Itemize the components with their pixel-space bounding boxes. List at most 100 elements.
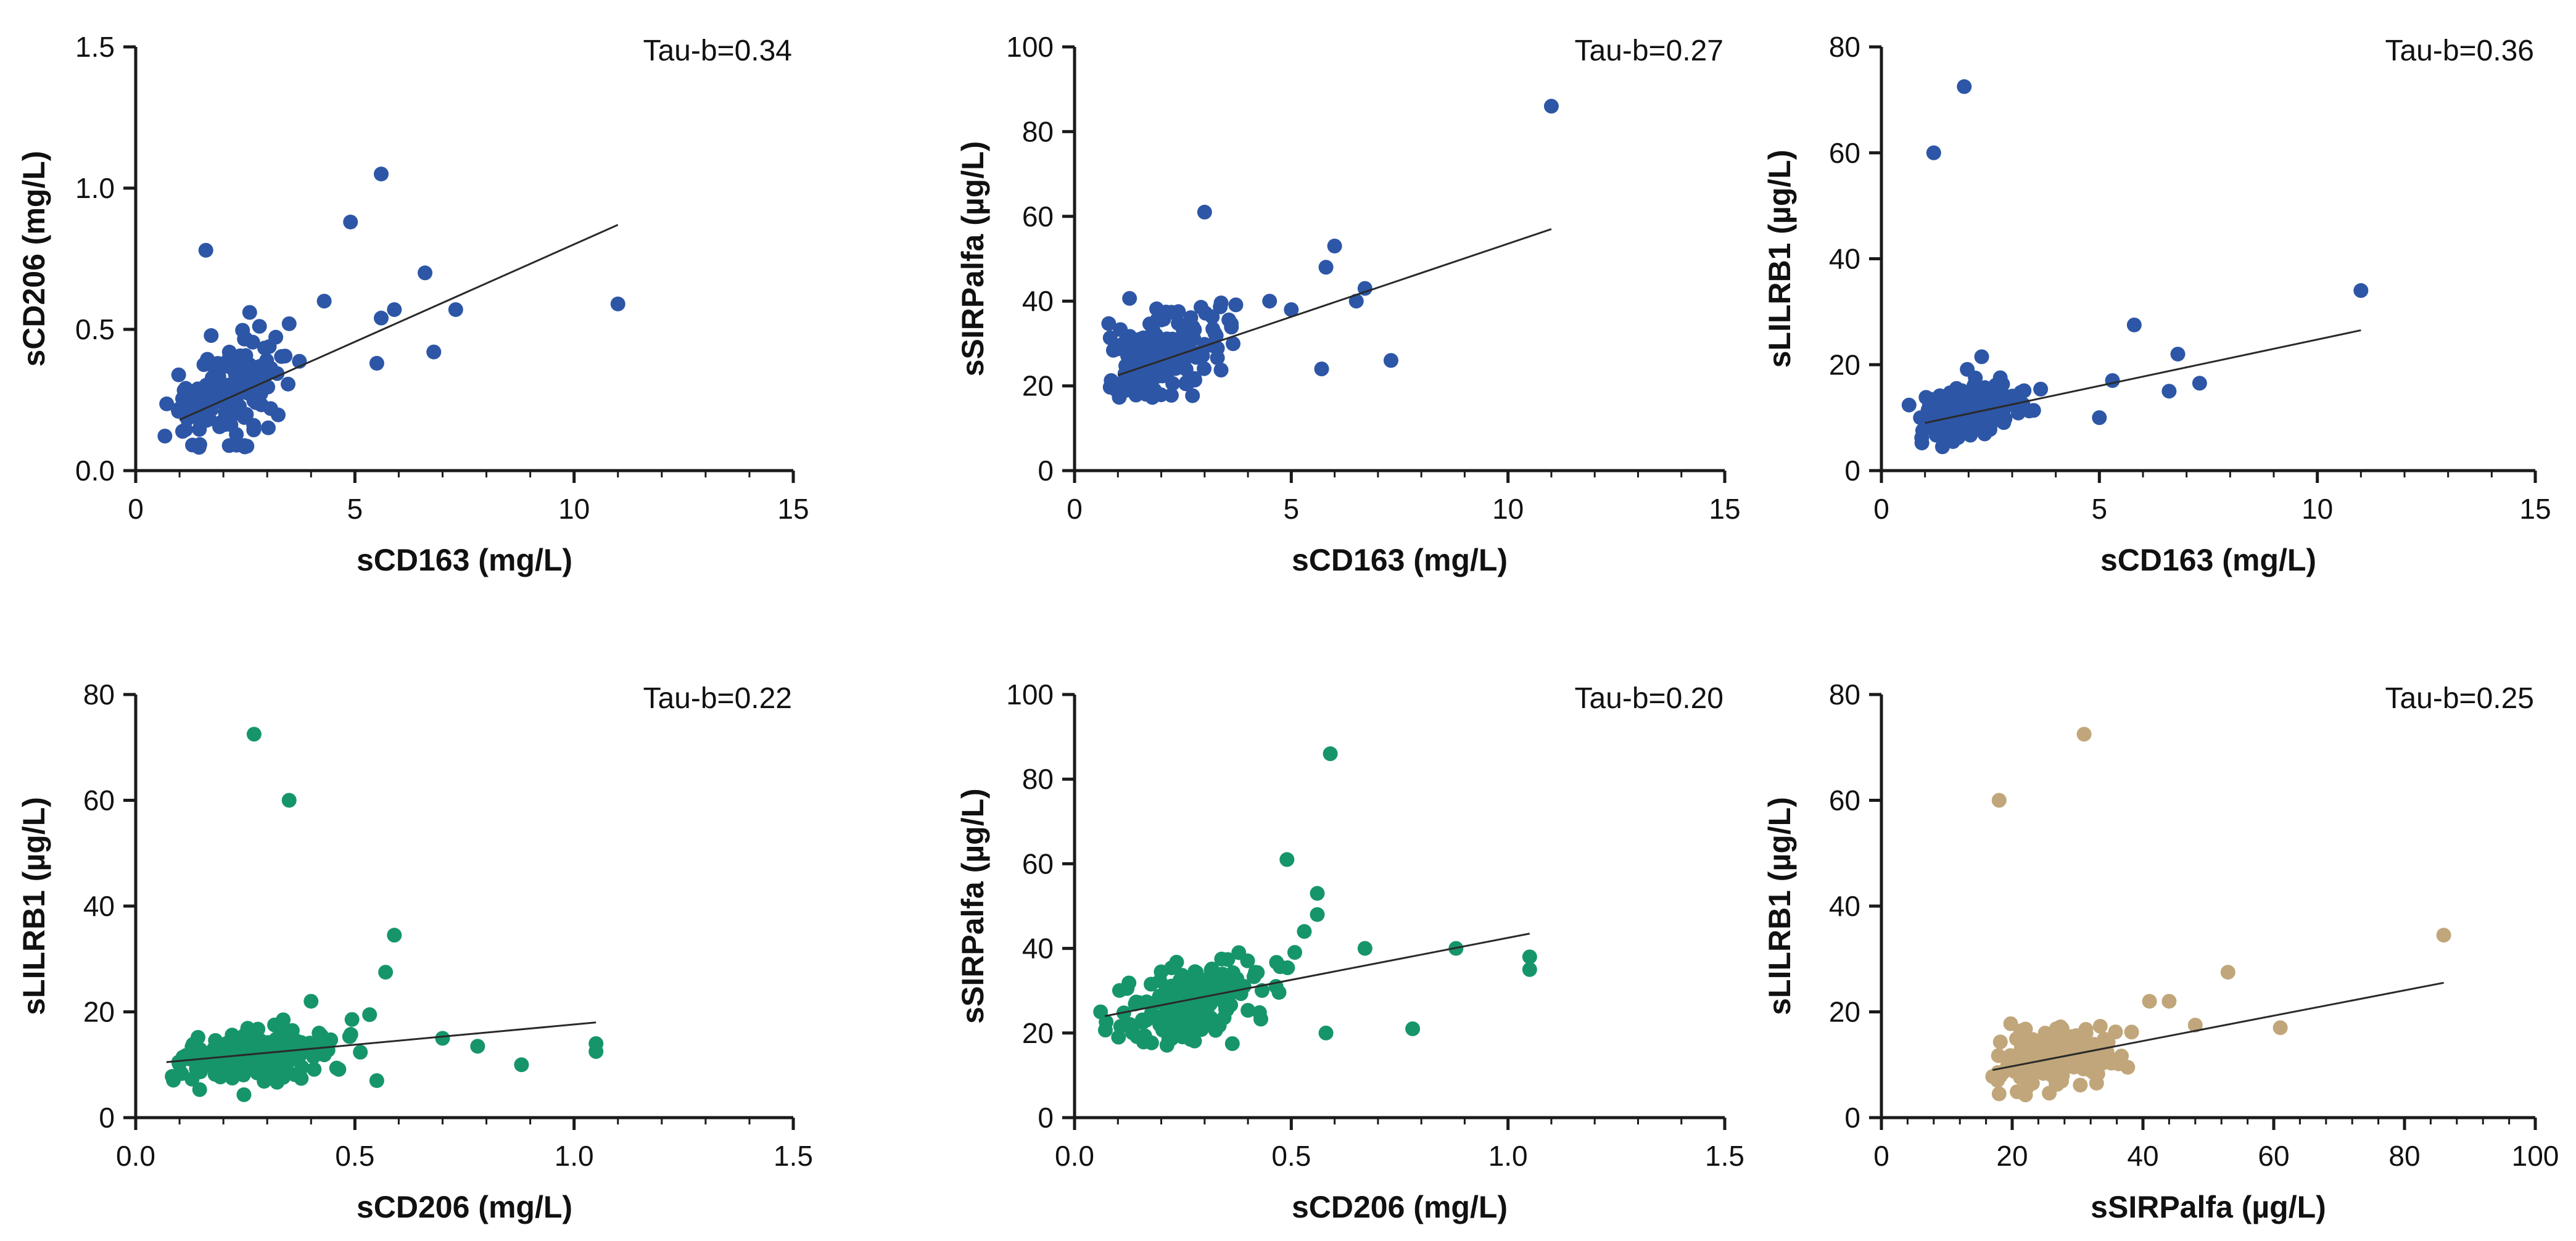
x-tick-label: 1.5 — [774, 1140, 813, 1172]
data-point — [1522, 949, 1537, 965]
data-point — [1168, 361, 1183, 376]
y-tick-label: 80 — [1829, 31, 1860, 63]
regression-line — [166, 1021, 597, 1063]
y-tick-label: 60 — [83, 785, 115, 817]
data-point — [1253, 1012, 1268, 1027]
data-point — [1917, 411, 1933, 426]
y-tick-label: 0 — [1844, 1102, 1860, 1134]
data-point — [1218, 1002, 1233, 1017]
data-point — [1159, 331, 1174, 347]
y-axis-label: sLILRB1 (µg/L) — [1762, 150, 1797, 368]
x-tick-label: 0.0 — [1055, 1140, 1094, 1172]
data-point — [157, 428, 173, 443]
y-tick-label: 80 — [1829, 678, 1860, 711]
data-point — [281, 316, 297, 331]
y-tick-label: 40 — [1829, 243, 1860, 275]
data-point — [281, 793, 297, 808]
data-point — [1926, 145, 1941, 160]
data-point — [2002, 390, 2017, 405]
y-tick-label: 20 — [1022, 1017, 1054, 1049]
data-point — [1128, 994, 1144, 1010]
data-point — [2092, 410, 2107, 426]
data-point — [1318, 260, 1334, 275]
y-tick-label: 1.0 — [75, 172, 115, 204]
data-point — [2017, 383, 2032, 398]
data-point — [1197, 361, 1212, 376]
y-tick-label: 60 — [1022, 847, 1054, 880]
x-tick-label: 0 — [128, 493, 144, 525]
data-point — [343, 1027, 358, 1042]
y-tick-label: 20 — [1829, 996, 1860, 1028]
data-point — [2124, 1025, 2139, 1040]
data-point — [246, 727, 262, 742]
data-point — [1310, 886, 1325, 901]
data-point — [1225, 336, 1241, 352]
data-point — [2142, 994, 2157, 1009]
data-point — [252, 319, 267, 334]
data-point — [246, 423, 262, 438]
tau-b-annotation: Tau-b=0.25 — [2385, 682, 2534, 715]
data-point — [1323, 746, 1338, 762]
data-point — [178, 422, 193, 437]
data-point — [196, 357, 212, 373]
data-points — [157, 167, 625, 455]
y-tick-label: 40 — [1022, 285, 1054, 317]
data-point — [1113, 1019, 1128, 1034]
data-point — [1172, 1024, 1187, 1039]
data-point — [1262, 294, 1278, 309]
data-point — [1220, 976, 1235, 992]
data-point — [267, 1065, 283, 1080]
x-tick-label: 0 — [1873, 493, 1889, 525]
data-point — [1101, 316, 1117, 331]
data-point — [378, 965, 394, 980]
data-point — [180, 389, 195, 405]
data-point — [1104, 373, 1119, 388]
y-tick-label: 20 — [83, 996, 115, 1028]
data-point — [1985, 1069, 2000, 1084]
data-point — [274, 349, 289, 365]
data-point — [1224, 1036, 1240, 1052]
data-point — [323, 1032, 339, 1047]
panel-p6: 0 20 40 60 80 100 0 20 40 60 80 sSIRPalfa (µg/L) sLI… — [1762, 678, 2559, 1224]
data-point — [303, 994, 319, 1009]
panel-p4: 0.0 0.5 1.0 1.5 0 20 40 60 80 sCD206 (mg/L) sLILRB… — [17, 678, 813, 1224]
x-axis-label: sCD163 (mg/L) — [2100, 543, 2316, 577]
data-point — [1210, 350, 1225, 366]
data-point — [2055, 1039, 2070, 1054]
data-points — [1101, 99, 1559, 405]
data-point — [250, 1021, 266, 1037]
x-tick-label: 0 — [1067, 493, 1083, 525]
data-point — [1318, 1025, 1334, 1041]
data-point — [1991, 793, 2007, 808]
regression-line — [1925, 329, 2361, 424]
data-point — [1522, 962, 1537, 977]
data-point — [307, 1062, 322, 1077]
data-point — [260, 1035, 276, 1050]
x-tick-label: 0.5 — [335, 1140, 374, 1172]
data-point — [229, 427, 244, 442]
data-point — [238, 331, 254, 347]
data-point — [1213, 299, 1228, 315]
data-point — [225, 400, 241, 416]
y-axis-label: sSIRPalfa (µg/L) — [956, 141, 990, 377]
data-point — [1205, 309, 1220, 324]
data-point — [1145, 381, 1160, 396]
x-axis-label: sCD206 (mg/L) — [1292, 1190, 1508, 1224]
data-points — [1901, 79, 2369, 455]
data-point — [196, 383, 212, 398]
data-point — [373, 167, 389, 182]
data-point — [331, 1062, 347, 1077]
y-axis-label: sLILRB1 (µg/L) — [1762, 797, 1797, 1015]
data-point — [1957, 79, 1972, 94]
tau-b-annotation: Tau-b=0.27 — [1574, 35, 1724, 67]
data-point — [1405, 1021, 1421, 1036]
tau-b-annotation: Tau-b=0.36 — [2385, 35, 2534, 67]
data-point — [2436, 928, 2451, 943]
data-point — [1185, 388, 1200, 403]
data-point — [2111, 1056, 2126, 1071]
y-axis-label: sLILRB1 (µg/L) — [17, 797, 51, 1015]
data-point — [239, 439, 255, 454]
data-point — [2010, 1084, 2025, 1100]
x-axis-label: sCD163 (mg/L) — [357, 543, 572, 577]
y-axis-label: sSIRPalfa (µg/L) — [956, 788, 990, 1024]
